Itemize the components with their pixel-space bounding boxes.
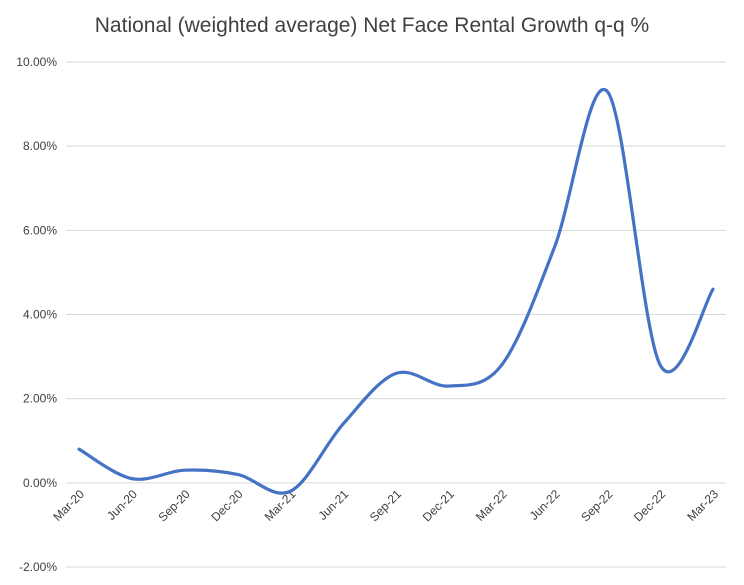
data-point [606, 90, 609, 93]
y-tick-label: 10.00% [16, 55, 57, 69]
x-tick-label: Mar-22 [473, 487, 510, 524]
y-tick-label: 4.00% [23, 308, 57, 322]
data-point [130, 477, 133, 480]
data-point [500, 364, 503, 367]
data-point [342, 422, 345, 425]
x-tick-label: Dec-20 [208, 487, 245, 524]
x-tick-label: Jun-21 [315, 487, 351, 523]
y-tick-label: 8.00% [23, 139, 57, 153]
y-tick-label: -2.00% [19, 560, 57, 574]
chart-title: National (weighted average) Net Face Ren… [94, 14, 650, 37]
x-tick-label: Sep-20 [156, 487, 193, 524]
x-tick-label: Dec-22 [631, 487, 668, 524]
data-point [395, 372, 398, 375]
y-tick-label: 0.00% [23, 476, 57, 490]
x-tick-label: Jun-20 [104, 487, 140, 523]
data-point [236, 473, 239, 476]
data-point [447, 385, 450, 388]
y-tick-label: 2.00% [23, 392, 57, 406]
series-line [77, 87, 715, 495]
x-tick-label: Sep-22 [578, 487, 615, 524]
x-tick-label: Sep-21 [367, 487, 404, 524]
x-tick-label: Mar-23 [684, 487, 721, 524]
y-tick-label: 6.00% [23, 223, 57, 237]
data-point [659, 364, 662, 367]
x-tick-label: Jun-22 [527, 487, 563, 523]
data-point [78, 448, 81, 451]
data-point [183, 469, 186, 472]
data-point [289, 490, 292, 493]
data-point [553, 246, 556, 249]
data-point [712, 288, 715, 291]
x-tick-label: Dec-21 [420, 487, 457, 524]
x-tick-label: Mar-20 [50, 487, 87, 524]
